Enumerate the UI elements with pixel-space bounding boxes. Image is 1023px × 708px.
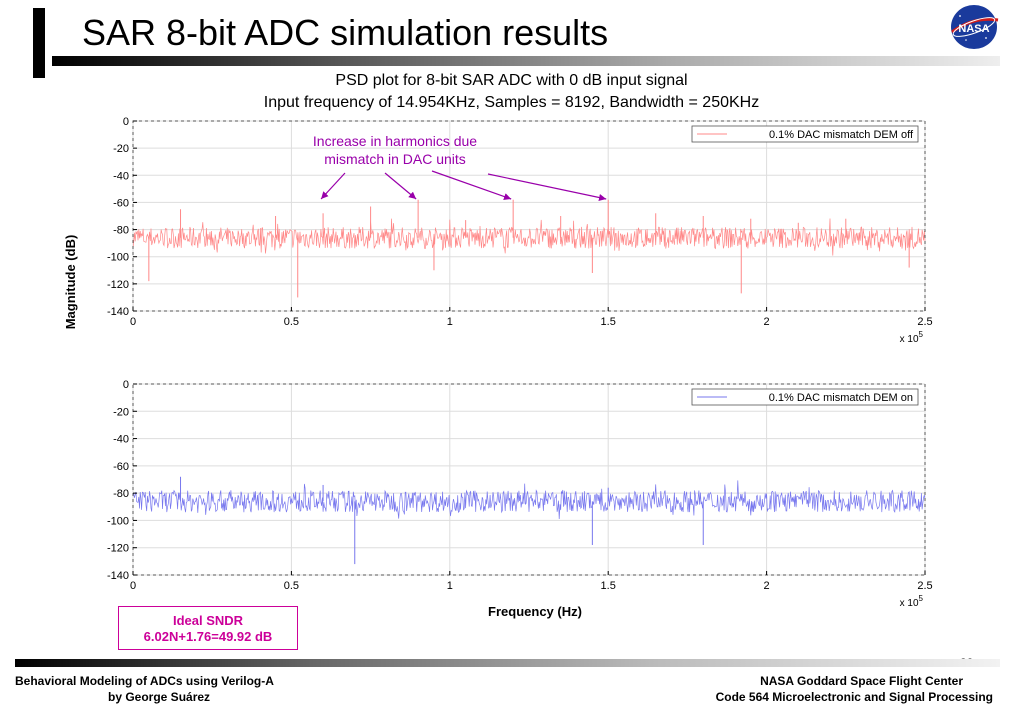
y-tick-label: -40 xyxy=(113,434,129,446)
y-tick-label: -140 xyxy=(107,570,129,582)
x-tick-label: 2.5 xyxy=(917,580,932,592)
legend-box xyxy=(691,388,919,406)
y-tick-label: 0 xyxy=(123,116,129,128)
y-tick-label: -100 xyxy=(107,515,129,527)
annotation-arrow xyxy=(487,173,607,202)
chart-subtitle-2: Input frequency of 14.954KHz, Samples = … xyxy=(263,94,760,111)
title-rule xyxy=(52,56,1000,66)
plot-dem-off: 0 0.5 1 1.5 2 2.5 0 -20 -40 -60 -80 -100 -120 -140 x 1… xyxy=(107,116,933,345)
annotation-line-2: mismatch in DAC units xyxy=(324,151,466,167)
nasa-logo-text: NASA xyxy=(958,23,989,35)
x-tick-label: 1 xyxy=(447,580,453,592)
legend: 0.1% DAC mismatch DEM on xyxy=(691,388,919,406)
plot-frame xyxy=(132,120,926,312)
x-tick-label: 0.5 xyxy=(284,316,299,328)
legend-box xyxy=(691,125,919,143)
x-tick-label: 0.5 xyxy=(284,580,299,592)
footer-right-1: NASA Goddard Space Flight Center xyxy=(760,674,963,688)
y-tick-label: -20 xyxy=(113,406,129,418)
y-tick-label: 0 xyxy=(123,379,129,391)
legend-label: 0.1% DAC mismatch DEM off xyxy=(769,129,914,141)
legend: 0.1% DAC mismatch DEM off xyxy=(691,125,919,143)
y-tick-label: -60 xyxy=(113,197,129,209)
x-tick-label: 1.5 xyxy=(601,316,616,328)
plot-dem-on: 0 0.5 1 1.5 2 2.5 0 -20 -40 -60 -80 -100 -120 -140 x 1… xyxy=(107,379,933,609)
nasa-logo: NASA xyxy=(946,2,1002,52)
annotation-arrow xyxy=(320,172,346,200)
sndr-formula: 6.02N+1.76=49.92 dB xyxy=(143,629,273,644)
footer-left-2: by George Suárez xyxy=(108,690,211,704)
title-accent-bar xyxy=(33,8,45,78)
x-tick-label: 2.5 xyxy=(917,316,932,328)
y-tick-label: -40 xyxy=(113,170,129,182)
psd-trace xyxy=(132,218,926,256)
x-tick-label: 1.5 xyxy=(601,580,616,592)
slide-title: SAR 8-bit ADC simulation results xyxy=(82,12,609,53)
y-tick-label: -120 xyxy=(107,543,129,555)
harmonics-annotation: Increase in harmonics due mismatch in DA… xyxy=(313,133,607,202)
sndr-title: Ideal SNDR xyxy=(172,613,244,628)
y-tick-label: -140 xyxy=(107,306,129,318)
y-tick-label: -60 xyxy=(113,461,129,473)
footer-left-1: Behavioral Modeling of ADCs using Verilo… xyxy=(15,674,274,688)
footer-rule xyxy=(15,659,1000,667)
x-multiplier: x 105 xyxy=(900,330,924,345)
y-tick-label: -100 xyxy=(107,252,129,264)
x-tick-label: 0 xyxy=(130,580,136,592)
psd-trace xyxy=(132,480,926,520)
x-axis-label: Frequency (Hz) xyxy=(488,604,582,619)
annotation-arrow xyxy=(384,172,417,200)
legend-label: 0.1% DAC mismatch DEM on xyxy=(769,392,913,404)
x-tick-label: 2 xyxy=(764,580,770,592)
x-tick-label: 0 xyxy=(130,316,136,328)
x-tick-label: 2 xyxy=(764,316,770,328)
y-tick-label: -20 xyxy=(113,143,129,155)
annotation-arrow xyxy=(431,170,512,200)
x-multiplier: x 105 xyxy=(900,594,924,609)
y-tick-label: -80 xyxy=(113,225,129,237)
plot-frame xyxy=(132,383,926,576)
y-tick-label: -120 xyxy=(107,279,129,291)
footer-right-2: Code 564 Microelectronic and Signal Proc… xyxy=(715,690,993,704)
y-tick-label: -80 xyxy=(113,488,129,500)
x-tick-label: 1 xyxy=(447,316,453,328)
annotation-line-1: Increase in harmonics due xyxy=(313,133,477,149)
chart-subtitle-1: PSD plot for 8-bit SAR ADC with 0 dB inp… xyxy=(335,72,688,89)
sndr-box: Ideal SNDR 6.02N+1.76=49.92 dB xyxy=(118,606,298,650)
